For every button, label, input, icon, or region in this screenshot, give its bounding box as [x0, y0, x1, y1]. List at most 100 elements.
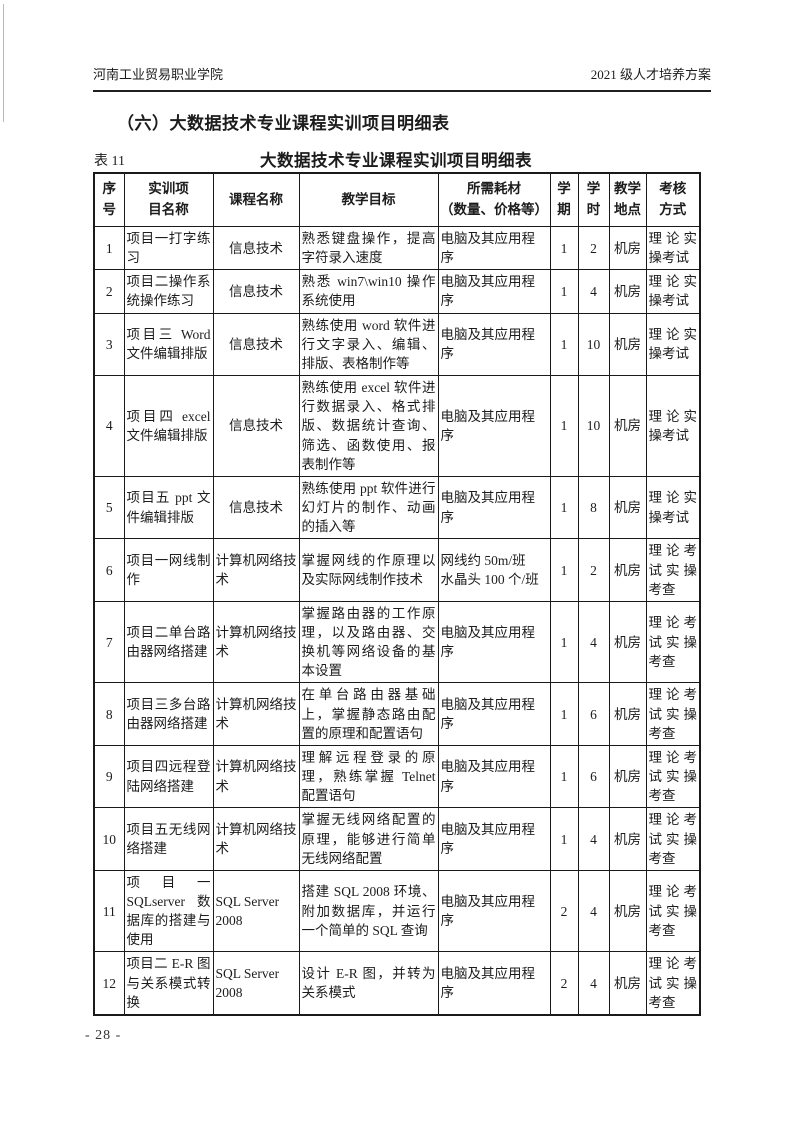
- table-cell: 信息技术: [212, 269, 300, 314]
- page-number: - 28 -: [85, 1028, 122, 1043]
- table-cell: 计算机网络技术: [212, 807, 300, 871]
- table-cell: 电脑及其应用程序: [437, 375, 551, 477]
- table-header-cell: 学 时: [577, 172, 610, 227]
- table-row: 1 项目一打字练习 信息技术 熟悉键盘操作，提高字符录入速度 电脑及其应用程序 1 2 机房理…: [93, 225, 701, 271]
- table-cell: 项目一 SQLserver 数据库的搭建与使用: [123, 869, 214, 953]
- table-row: 11 项目一 SQLserver 数据库的搭建与使用 SQL Server 2008…: [93, 869, 701, 953]
- table-cell: 网线约 50m/班 水晶头 100 个/班: [437, 538, 551, 602]
- table-cell: 电脑及其应用程序: [437, 682, 551, 746]
- table-cell: 1: [549, 375, 579, 477]
- table-row: 9 项目四远程登陆网络搭建 计算机网络技术 理解远程登录的原理，熟练掌握 Telnet…: [93, 744, 701, 809]
- page-header: 河南工业贸易职业学院 2021 级人才培养方案: [93, 64, 711, 92]
- table-cell: 项目三多台路由器网络搭建: [123, 682, 214, 746]
- table-cell: 理论考试实操考查: [645, 807, 701, 871]
- table-cell: 机房: [608, 375, 647, 477]
- table-cell: 2: [93, 269, 125, 314]
- table-cell: 12: [93, 951, 125, 1016]
- table-cell: 信息技术: [212, 375, 300, 477]
- table-cell: 理论考试实操考查: [645, 869, 701, 953]
- table-header-cell: 课程名称: [212, 172, 300, 227]
- table-cell: 熟练使用 word 软件进行文字录入、编辑、排版、表格制作等: [298, 312, 439, 377]
- table-cell: 10: [93, 807, 125, 871]
- table-cell: 熟悉键盘操作，提高字符录入速度: [298, 225, 439, 271]
- table-cell: 理论实操考试: [645, 225, 701, 271]
- table-cell: 机房: [608, 475, 647, 540]
- table-header-cell: 教学目标: [298, 172, 439, 227]
- table-cell: 电脑及其应用程序: [437, 269, 551, 314]
- table-cell: 掌握无线网络配置的原理，能够进行简单无线网络配置: [298, 807, 439, 871]
- table-cell: 4: [93, 375, 125, 477]
- table-cell: 理论考试实操考查: [645, 951, 701, 1016]
- table-cell: 在单台路由器基础上，掌握静态路由配置的原理和配置语句: [298, 682, 439, 746]
- table-cell: 熟悉 win7\win10 操作系统使用: [298, 269, 439, 314]
- table-cell: SQL Server 2008: [212, 951, 300, 1016]
- table-cell: 5: [93, 475, 125, 540]
- table-caption: 表 11 大数据技术专业课程实训项目明细表: [93, 147, 699, 170]
- table-cell: 熟练使用 excel 软件进行数据录入、格式排版、数据统计查询、筛选、函数使用、…: [298, 375, 439, 477]
- table-cell: 1: [549, 269, 579, 314]
- table-cell: 设计 E-R 图，并转为关系模式: [298, 951, 439, 1016]
- table-cell: 计算机网络技术: [212, 538, 300, 602]
- table-row: 4 项目四 excel 文件编辑排版 信息技术 熟练使用 excel 软件进行数据录入…: [93, 375, 701, 477]
- table-header-cell: 学 期: [549, 172, 579, 227]
- table-cell: 项目一网线制作: [123, 538, 214, 602]
- table-cell: 10: [577, 375, 610, 477]
- table-row: 10 项目五无线网络搭建 计算机网络技术 掌握无线网络配置的原理，能够进行简单无线网络…: [93, 807, 701, 871]
- table-cell: 熟练使用 ppt 软件进行幻灯片的制作、动画的插入等: [298, 475, 439, 540]
- table-cell: 8: [93, 682, 125, 746]
- table-cell: 电脑及其应用程序: [437, 225, 551, 271]
- table-cell: 10: [577, 312, 610, 377]
- table-cell: 电脑及其应用程序: [437, 312, 551, 377]
- table-cell: 电脑及其应用程序: [437, 744, 551, 809]
- table-cell: 1: [93, 225, 125, 271]
- table-row: 7 项目二单台路由器网络搭建 计算机网络技术 掌握路由器的工作原理，以及路由器、交换机…: [93, 600, 701, 684]
- table-row: 6 项目一网线制作 计算机网络技术 掌握网线的作原理以及实际网线制作技术 网线约 50m…: [93, 538, 701, 602]
- table-cell: 7: [93, 600, 125, 684]
- table-cell: 电脑及其应用程序: [437, 951, 551, 1016]
- table-header-cell: 所需耗材 （数量、价格等）: [437, 172, 551, 227]
- table-cell: 机房: [608, 225, 647, 271]
- table-header-cell: 序 号: [93, 172, 125, 227]
- table-cell: 机房: [608, 744, 647, 809]
- table-cell: 1: [549, 538, 579, 602]
- table-cell: 4: [577, 951, 610, 1016]
- table-cell: 2: [577, 538, 610, 602]
- table-row: 2 项目二操作系统操作练习 信息技术 熟悉 win7\win10 操作系统使用 电脑及其…: [93, 269, 701, 314]
- scan-edge-artifact: [3, 4, 4, 122]
- table-cell: 理论考试实操考查: [645, 744, 701, 809]
- table-cell: 项目二操作系统操作练习: [123, 269, 214, 314]
- table-cell: 1: [549, 312, 579, 377]
- table-cell: 机房: [608, 312, 647, 377]
- table-cell: 机房: [608, 538, 647, 602]
- table-cell: 4: [577, 269, 610, 314]
- table-header-cell: 考核 方式: [645, 172, 701, 227]
- table-cell: 1: [549, 744, 579, 809]
- table-header-cell: 实训项 目名称: [123, 172, 214, 227]
- table-cell: 8: [577, 475, 610, 540]
- table-cell: 2: [549, 869, 579, 953]
- table-cell: 项目二单台路由器网络搭建: [123, 600, 214, 684]
- table-cell: 2: [577, 225, 610, 271]
- table-cell: 11: [93, 869, 125, 953]
- table-cell: 计算机网络技术: [212, 682, 300, 746]
- table-cell: 6: [93, 538, 125, 602]
- table-cell: 项目四远程登陆网络搭建: [123, 744, 214, 809]
- table-cell: 1: [549, 225, 579, 271]
- table-cell: 1: [549, 807, 579, 871]
- table-cell: 项目二 E-R 图与关系模式转换: [123, 951, 214, 1016]
- page-content: 河南工业贸易职业学院 2021 级人才培养方案 （六）大数据技术专业课程实训项目…: [93, 64, 711, 1016]
- table-cell: 电脑及其应用程序: [437, 807, 551, 871]
- table-cell: 掌握路由器的工作原理，以及路由器、交换机等网络设备的基本设置: [298, 600, 439, 684]
- table-cell: 理论实操考试: [645, 375, 701, 477]
- table-cell: 计算机网络技术: [212, 600, 300, 684]
- table-cell: 理论考试实操考查: [645, 600, 701, 684]
- table-cell: 机房: [608, 682, 647, 746]
- table-cell: 机房: [608, 807, 647, 871]
- table-row: 5 项目五 ppt 文件编辑排版 信息技术 熟练使用 ppt 软件进行幻灯片的制作、动…: [93, 475, 701, 540]
- table-cell: 项目四 excel 文件编辑排版: [123, 375, 214, 477]
- table-cell: 掌握网线的作原理以及实际网线制作技术: [298, 538, 439, 602]
- table-body: 1 项目一打字练习 信息技术 熟悉键盘操作，提高字符录入速度 电脑及其应用程序 1 2 机房理…: [93, 225, 701, 1016]
- table-cell: 机房: [608, 600, 647, 684]
- table-row: 3 项目三 Word 文件编辑排版 信息技术 熟练使用 word 软件进行文字录入、编…: [93, 312, 701, 377]
